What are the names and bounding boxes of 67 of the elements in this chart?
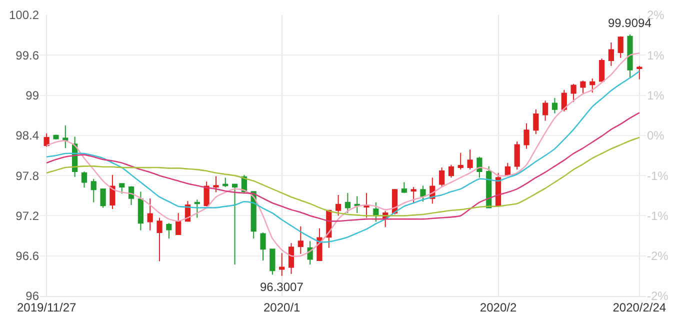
- candlestick: [533, 108, 539, 135]
- candlestick: [176, 212, 182, 235]
- candlestick: [448, 164, 454, 178]
- y-tick-label: 99.6: [16, 48, 40, 62]
- candlestick: [580, 80, 586, 94]
- candlestick: [138, 191, 144, 231]
- candlestick: [608, 42, 614, 66]
- candlestick: [100, 188, 106, 208]
- candlestick: [627, 34, 633, 78]
- candlestick: [213, 176, 219, 193]
- candlestick: [504, 162, 510, 177]
- candlestick: [62, 124, 68, 149]
- candlestick: [194, 199, 200, 218]
- candlestick: [458, 152, 464, 170]
- candlestick: [552, 97, 558, 114]
- y-tick-label: 97.2: [16, 208, 40, 223]
- candlestick: [476, 156, 482, 178]
- candlestick: [119, 183, 125, 194]
- candlestick: [590, 78, 596, 94]
- candlestick: [53, 134, 59, 140]
- candlestick: [598, 58, 605, 82]
- candlestick: [156, 217, 162, 262]
- candlestick: [514, 140, 520, 170]
- annotation: 99.9094: [608, 16, 652, 30]
- candlestick: [467, 148, 473, 170]
- candlestick: [270, 248, 276, 276]
- candlestick: [44, 132, 50, 148]
- candlestick: [279, 252, 285, 276]
- candlestick: [542, 100, 548, 122]
- candlestick: [524, 122, 530, 150]
- candlestick: [420, 185, 426, 202]
- candlestick: [90, 178, 96, 203]
- line-series: [46, 70, 640, 243]
- candlestick: [401, 182, 407, 194]
- candlestick: [439, 167, 445, 188]
- candlestick: [410, 186, 416, 204]
- candlestick: [561, 89, 567, 112]
- annotation: 96.3007: [260, 280, 304, 294]
- candlestick: [288, 242, 294, 274]
- y-tick-label: 100.2: [8, 8, 40, 22]
- candlestick: [364, 192, 370, 218]
- y-tick-label: 97.8: [16, 168, 40, 183]
- candlestick: [344, 192, 351, 214]
- x-tick-label: 2020/2: [480, 300, 517, 314]
- y-tick-label: 99: [26, 88, 40, 102]
- y-tick-label: 96.6: [16, 249, 40, 264]
- candlestick: [110, 174, 116, 210]
- candlestick: [222, 177, 228, 188]
- x-tick-label: 2020/2/24: [612, 300, 666, 314]
- candlestick: [316, 228, 322, 262]
- candlestick: [128, 186, 134, 206]
- candlestick: [232, 184, 238, 266]
- y-tick-label: 98.4: [16, 128, 40, 143]
- line-series: [46, 112, 640, 222]
- x-tick-label: 2020/1: [263, 300, 301, 314]
- candlestick: [335, 194, 342, 216]
- candlestick: [81, 171, 88, 188]
- candlestick: [166, 222, 172, 239]
- candlestick: [618, 36, 624, 58]
- candlestick: [147, 198, 153, 231]
- candlestick: [570, 83, 576, 102]
- candlestick: [260, 232, 266, 262]
- candlestick: [354, 196, 360, 214]
- candlestick: [636, 65, 642, 80]
- candlestick: [298, 226, 304, 254]
- line-series: [46, 136, 640, 216]
- line-series: [46, 52, 640, 257]
